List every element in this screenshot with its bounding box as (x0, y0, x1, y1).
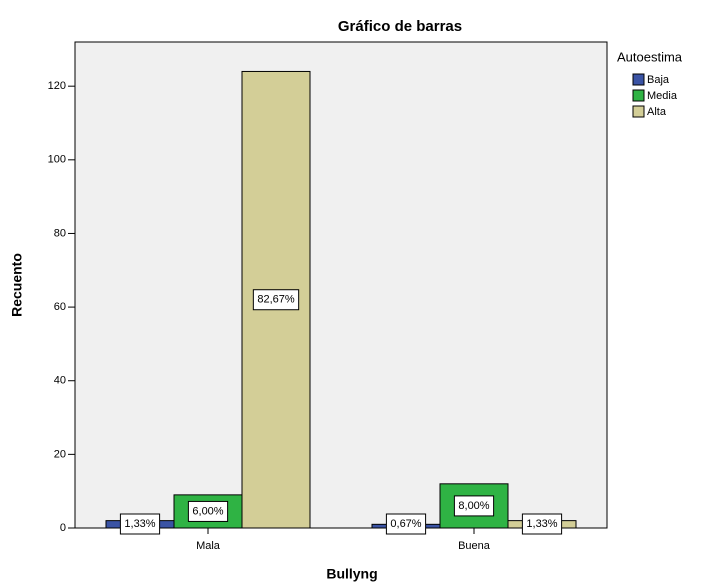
plot-area (74, 41, 608, 529)
y-tick-label: 120 (48, 80, 66, 92)
data-label: 6,00% (192, 505, 223, 517)
data-label: 0,67% (390, 518, 421, 530)
data-label: 8,00% (458, 500, 489, 512)
data-label-box (252, 289, 300, 311)
legend-swatch (632, 73, 645, 86)
x-tick-label: Buena (458, 540, 491, 552)
data-label-box (385, 513, 427, 535)
legend-label: Media (647, 90, 678, 102)
data-label-box (187, 500, 229, 522)
y-tick-label: 80 (54, 227, 66, 239)
y-tick-label: 20 (54, 448, 66, 460)
data-label: 82,67% (257, 294, 295, 306)
x-axis-label: Bullyng (326, 566, 377, 582)
legend-label: Alta (647, 106, 667, 118)
y-axis-label: Recuento (9, 253, 25, 317)
bar (173, 494, 243, 529)
legend-swatch (632, 89, 645, 102)
data-label: 1,33% (526, 518, 557, 530)
data-label-box (453, 495, 495, 517)
data-label: 1,33% (124, 518, 155, 530)
y-tick-label: 60 (54, 301, 66, 313)
y-tick-label: 100 (48, 154, 66, 166)
y-tick-label: 40 (54, 375, 66, 387)
legend-label: Baja (647, 74, 670, 86)
data-label-box (521, 513, 563, 535)
y-tick-label: 0 (60, 522, 66, 534)
chart-title: Gráfico de barras (338, 18, 462, 35)
legend-swatch (632, 105, 645, 118)
data-label-box (119, 513, 161, 535)
x-tick-label: Mala (196, 540, 221, 552)
legend-title: Autoestima (617, 49, 683, 64)
